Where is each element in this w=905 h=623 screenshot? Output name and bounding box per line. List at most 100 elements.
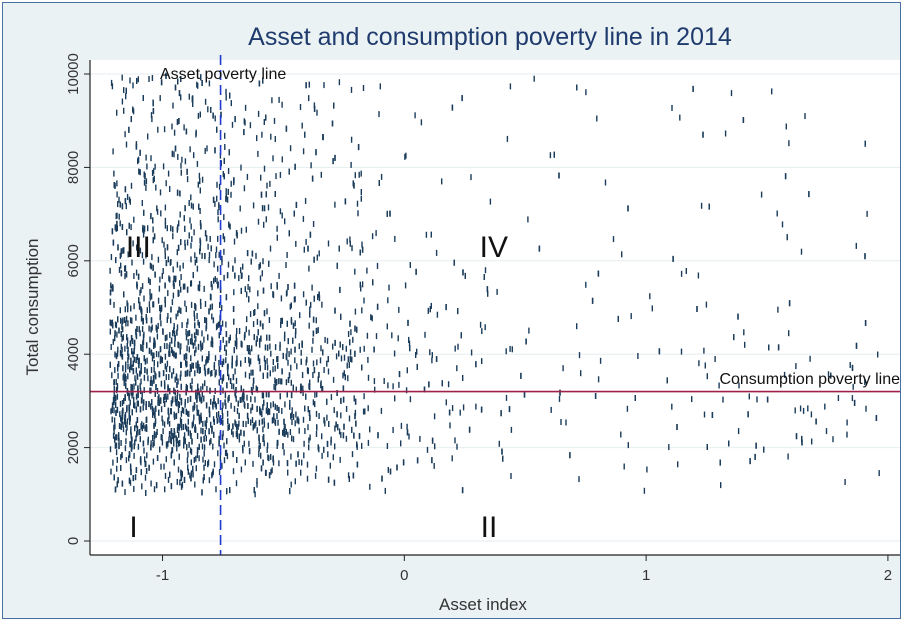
data-point (225, 403, 227, 409)
data-point (375, 333, 378, 340)
data-point (248, 356, 250, 363)
data-point (214, 371, 216, 378)
data-point (312, 337, 314, 344)
data-point (475, 361, 477, 368)
chart-title: Asset and consumption poverty line in 20… (248, 23, 732, 51)
data-point (331, 120, 334, 127)
data-point (242, 420, 244, 427)
data-point (148, 347, 151, 354)
data-point (308, 265, 310, 272)
data-point (299, 104, 302, 110)
data-point (122, 326, 124, 333)
data-point (217, 398, 219, 405)
data-point (487, 290, 489, 297)
data-point (300, 387, 302, 393)
data-point (305, 299, 307, 306)
data-point (142, 318, 144, 325)
data-point (207, 243, 209, 250)
data-point (256, 135, 258, 142)
data-point (115, 353, 118, 360)
data-point (167, 476, 170, 483)
data-point (311, 284, 313, 291)
data-point (116, 331, 118, 338)
data-point (359, 249, 361, 256)
data-point (511, 346, 513, 353)
data-point (190, 365, 192, 372)
data-point (461, 487, 464, 494)
data-point (178, 118, 180, 124)
data-point (409, 262, 411, 268)
data-point (185, 389, 187, 396)
data-point (266, 372, 269, 379)
data-point (304, 131, 306, 138)
data-point (269, 370, 271, 377)
data-point (164, 247, 166, 254)
data-point (180, 383, 182, 390)
data-point (150, 263, 153, 270)
data-point (114, 486, 117, 493)
data-point (222, 419, 224, 426)
data-point (136, 400, 138, 407)
data-point (145, 178, 148, 185)
data-point (386, 443, 389, 449)
data-point (127, 302, 129, 309)
data-point (815, 418, 817, 425)
data-point (295, 240, 297, 247)
data-point (278, 96, 280, 103)
data-point (351, 356, 353, 363)
data-point (852, 383, 854, 390)
data-point (290, 348, 292, 355)
data-point (117, 363, 119, 370)
data-point (114, 224, 117, 231)
data-point (431, 437, 434, 444)
data-point (244, 104, 247, 111)
data-point (802, 407, 805, 414)
data-point (801, 435, 803, 442)
data-point (140, 306, 142, 313)
data-point (188, 411, 190, 418)
data-point (121, 98, 124, 105)
data-point (199, 298, 202, 305)
data-point (142, 404, 144, 411)
data-point (212, 401, 214, 408)
data-point (168, 344, 171, 351)
data-point (376, 303, 379, 310)
data-point (248, 345, 250, 351)
data-point (312, 360, 315, 367)
data-point (676, 424, 678, 430)
data-point (119, 411, 121, 418)
data-point (202, 456, 204, 463)
data-point (323, 367, 325, 373)
data-point (223, 173, 225, 180)
y-tick-label: 6000 (65, 244, 82, 277)
data-point (126, 418, 129, 425)
data-point (784, 173, 787, 180)
data-point (174, 389, 176, 396)
data-point (358, 433, 361, 440)
data-point (314, 472, 317, 479)
data-point (430, 302, 432, 309)
data-point (163, 397, 165, 403)
data-point (143, 225, 146, 232)
data-point (195, 465, 197, 472)
data-point (170, 438, 172, 445)
data-point (191, 333, 193, 340)
data-point (172, 266, 174, 273)
data-point (285, 379, 288, 386)
data-point (743, 329, 745, 336)
data-point (120, 270, 123, 277)
data-point (303, 440, 305, 447)
data-point (189, 472, 191, 479)
data-point (627, 205, 629, 212)
data-point (292, 436, 295, 443)
data-point (184, 399, 186, 405)
data-point (177, 378, 179, 385)
data-point (130, 224, 132, 231)
data-point (117, 361, 120, 367)
data-point (342, 396, 345, 403)
data-point (151, 170, 154, 176)
data-point (294, 478, 296, 485)
data-point (234, 340, 236, 347)
y-tick-label: 4000 (65, 338, 82, 371)
data-point (263, 221, 265, 228)
